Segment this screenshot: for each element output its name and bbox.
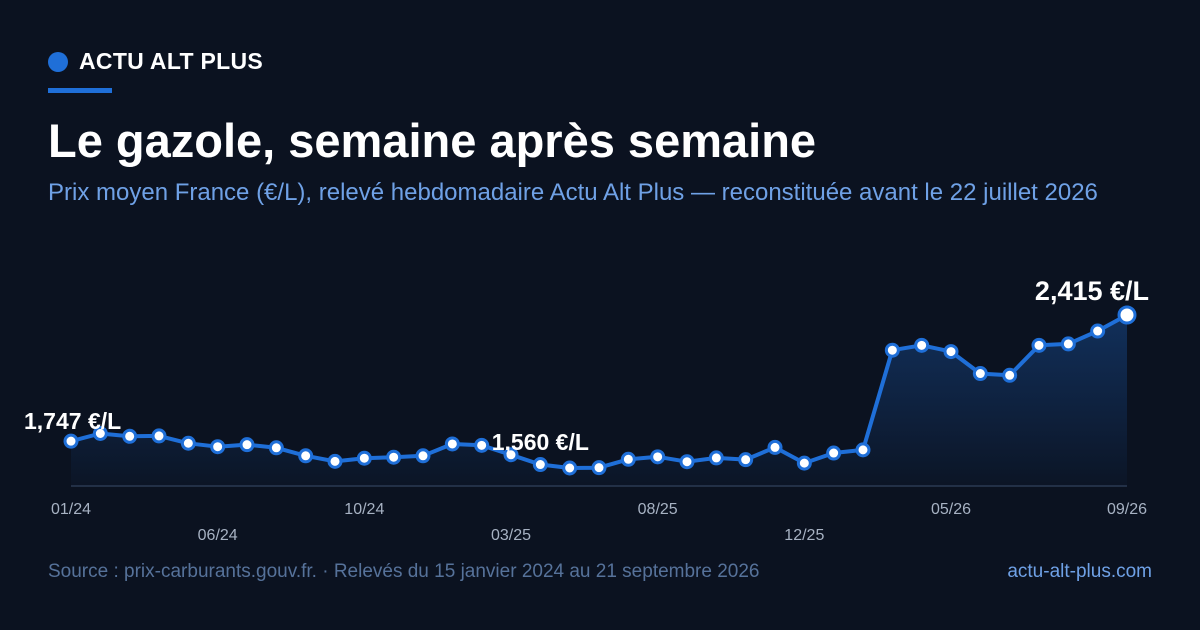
x-tick-label: 08/25 — [638, 501, 678, 518]
data-point — [63, 433, 79, 449]
chart-subtitle: Prix moyen France (€/L), relevé hebdomad… — [48, 179, 1098, 206]
price-area — [71, 315, 1127, 486]
data-point — [591, 460, 607, 476]
x-tick-label: 12/25 — [784, 527, 824, 544]
data-point — [708, 450, 724, 466]
data-point — [180, 435, 196, 451]
data-point — [884, 342, 900, 358]
x-tick-label: 10/24 — [344, 501, 384, 518]
data-point — [914, 337, 930, 353]
data-point — [972, 366, 988, 382]
data-point — [1031, 337, 1047, 353]
data-point — [503, 447, 519, 463]
data-point — [562, 460, 578, 476]
data-point — [826, 445, 842, 461]
data-point — [444, 436, 460, 452]
data-point — [1117, 305, 1137, 325]
x-tick-label: 09/26 — [1107, 501, 1147, 518]
data-point — [415, 448, 431, 464]
x-tick-label: 01/24 — [51, 501, 91, 518]
data-point — [650, 449, 666, 465]
data-point — [298, 448, 314, 464]
data-point — [356, 450, 372, 466]
data-point — [620, 451, 636, 467]
data-point — [239, 437, 255, 453]
data-point — [532, 457, 548, 473]
data-point — [679, 454, 695, 470]
footer-site-link[interactable]: actu-alt-plus.com — [1007, 561, 1152, 582]
data-point — [210, 439, 226, 455]
data-point — [386, 449, 402, 465]
data-point — [474, 437, 490, 453]
x-tick-label: 05/26 — [931, 501, 971, 518]
chart-title: Le gazole, semaine après semaine — [48, 114, 817, 167]
data-point — [738, 452, 754, 468]
data-point — [943, 344, 959, 360]
data-point — [1090, 323, 1106, 339]
data-point — [122, 428, 138, 444]
brand-dot-icon — [48, 51, 68, 72]
value-annotation: 2,415 €/L — [1035, 276, 1149, 306]
data-point — [767, 439, 783, 455]
data-point — [92, 425, 108, 441]
footer-source: Source : prix-carburants.gouv.fr. · Rele… — [48, 561, 760, 582]
data-point — [327, 453, 343, 469]
value-annotation: 1,560 €/L — [492, 429, 589, 455]
data-point — [855, 442, 871, 458]
data-point — [1002, 367, 1018, 383]
data-point — [1060, 336, 1076, 352]
data-point — [796, 455, 812, 471]
brand: ACTU ALT PLUS — [48, 48, 263, 75]
x-tick-label: 06/24 — [198, 527, 238, 544]
value-annotation: 1,747 €/L — [24, 408, 121, 434]
data-point — [268, 440, 284, 456]
brand-underline — [48, 88, 112, 93]
x-tick-label: 03/25 — [491, 527, 531, 544]
data-point — [151, 428, 167, 444]
brand-name: ACTU ALT PLUS — [79, 48, 264, 74]
